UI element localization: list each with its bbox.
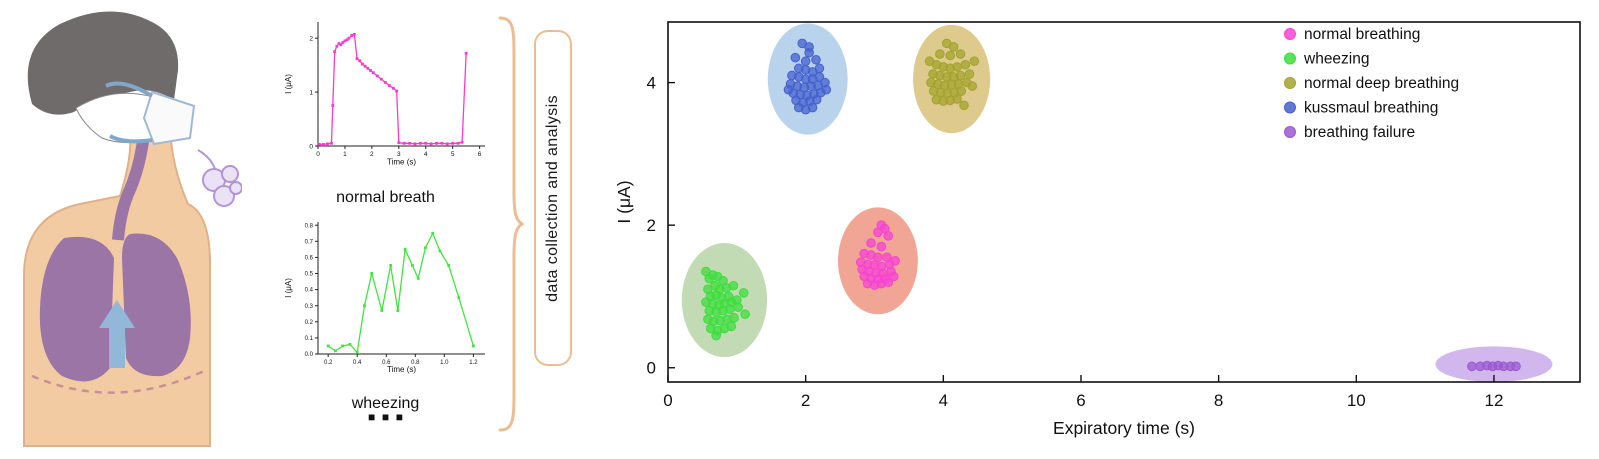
data-markers [326,231,475,354]
y-axis-label: I (μA) [614,180,634,223]
svg-text:0.2: 0.2 [305,320,314,326]
svg-text:0.6: 0.6 [382,360,391,366]
axes [317,222,485,355]
legend-swatch [1284,126,1296,138]
svg-text:4: 4 [424,151,428,158]
y-axis-label: I (μA) [284,74,293,94]
axes [317,22,485,147]
svg-text:12: 12 [1485,391,1504,410]
svg-text:0.1: 0.1 [305,336,314,342]
svg-text:1.2: 1.2 [469,360,478,366]
x-axis-label: Time (s) [387,158,416,167]
plot-frame [667,21,1581,383]
lung-left [39,236,114,382]
svg-text:0: 0 [309,143,313,150]
legend-swatch [1284,101,1296,114]
svg-text:4: 4 [939,391,948,410]
trachea [112,133,150,241]
plot-area [681,23,1553,382]
legend-label: breathing failure [1304,124,1415,141]
normal-breath-chart-svg: 0 1 2 3 4 5 6 0 1 2 Time (s) I (μA) [284,22,485,167]
legend: normal breathing wheezing normal deep brea… [1284,26,1459,141]
svg-text:0.2: 0.2 [324,360,333,366]
legend-label: normal deep breathing [1304,75,1459,92]
process-label: data collection and analysis [544,94,561,302]
series-points [783,38,832,115]
svg-text:0: 0 [647,359,656,378]
y-axis-label: I (μA) [284,278,293,298]
series-points [701,266,750,341]
legend-label: kussmaul breathing [1304,100,1438,117]
legend-label: wheezing [1303,51,1370,68]
diaphragm-dashed-line [31,368,207,394]
svg-text:2: 2 [309,35,313,42]
data-line [327,231,475,354]
svg-text:1: 1 [309,89,313,96]
svg-text:6: 6 [1076,391,1085,410]
svg-text:3: 3 [397,151,401,158]
svg-text:0.3: 0.3 [305,304,314,310]
svg-text:0.8: 0.8 [305,223,314,229]
ellipsis-squares: ■ ■ ■ [367,410,404,424]
x-axis-label: Time (s) [387,365,416,374]
breath-cloud-icon [197,149,242,207]
wheezing-chart: 0.2 0.4 0.6 0.8 1.0 1.2 0.0 0.1 0.2 0.3 0.4 0.5 0.6 0… [278,216,493,413]
svg-text:2: 2 [647,216,656,235]
wheezing-plot: 0.2 0.4 0.6 0.8 1.0 1.2 0.0 0.1 0.2 0.3 0.4 0.5 0.6 0… [284,222,485,374]
data-markers [317,33,468,146]
curly-brace [498,16,524,432]
svg-text:1: 1 [343,151,347,158]
svg-text:2: 2 [801,391,810,410]
svg-text:1.0: 1.0 [440,360,449,366]
svg-text:10: 10 [1347,391,1366,410]
wheezing-chart-title: wheezing [351,395,420,412]
person-breathing-illustration [23,11,242,447]
series-points [924,38,980,111]
legend-swatch [1284,52,1296,65]
scatter-plot: 0 2 4 6 8 10 12 0 2 4 Expiratory time (s) I (μA) nor… [614,21,1581,438]
svg-text:6: 6 [478,151,482,158]
svg-text:4: 4 [647,74,656,93]
svg-text:0: 0 [316,151,320,158]
series-points [1467,360,1521,372]
svg-text:2: 2 [370,151,374,158]
mask-strap [105,81,154,144]
x-axis-label: Expiratory time (s) [1053,418,1195,438]
mask [142,90,196,146]
svg-text:0.8: 0.8 [411,360,420,366]
svg-text:0.7: 0.7 [305,239,314,245]
svg-text:8: 8 [1214,391,1223,410]
process-label-box: data collection and analysis [534,30,572,366]
series-points [855,220,900,290]
wheezing-chart-svg: 0.2 0.4 0.6 0.8 1.0 1.2 0.0 0.1 0.2 0.3 0.4 0.5 0.6 0… [284,222,485,374]
lung-right [122,233,191,377]
svg-text:0.4: 0.4 [353,360,362,366]
svg-text:0.4: 0.4 [305,288,314,294]
normal-breath-chart: 0 1 2 3 4 5 6 0 1 2 Time (s) I (μA) normal breath [278,14,493,207]
legend-label: normal breathing [1304,26,1420,43]
normal-breath-chart-title: normal breath [336,189,435,206]
legend-swatch [1284,77,1296,89]
up-arrow-icon [99,300,135,368]
svg-text:0.0: 0.0 [305,352,314,358]
svg-text:0.6: 0.6 [305,256,314,262]
legend-swatch [1284,28,1296,40]
normal-breath-plot: 0 1 2 3 4 5 6 0 1 2 Time (s) I (μA) [284,22,485,167]
classification-scatter-chart: 0 2 4 6 8 10 12 0 2 4 Expiratory time (s) I (μA) nor… [614,21,1581,438]
svg-text:5: 5 [451,151,455,158]
svg-text:0: 0 [663,391,672,410]
svg-text:0.5: 0.5 [305,272,314,278]
